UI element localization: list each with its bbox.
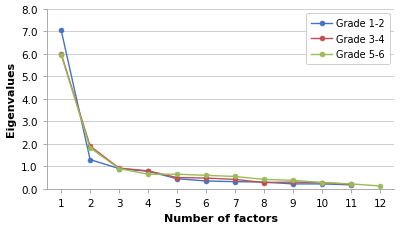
Grade 3-4 bbox=[262, 181, 266, 184]
Grade 3-4 bbox=[146, 170, 150, 172]
Legend: Grade 1-2, Grade 3-4, Grade 5-6: Grade 1-2, Grade 3-4, Grade 5-6 bbox=[306, 14, 390, 65]
Grade 5-6 bbox=[320, 181, 324, 184]
Grade 1-2 bbox=[117, 167, 122, 170]
Grade 5-6 bbox=[291, 179, 296, 182]
Grade 1-2 bbox=[88, 158, 92, 161]
Grade 3-4 bbox=[59, 53, 64, 56]
Grade 3-4 bbox=[88, 145, 92, 148]
Grade 1-2 bbox=[291, 183, 296, 185]
Grade 5-6 bbox=[59, 54, 64, 57]
Grade 1-2 bbox=[59, 30, 64, 32]
Grade 5-6 bbox=[262, 178, 266, 181]
Grade 5-6 bbox=[146, 173, 150, 176]
Grade 1-2 bbox=[262, 181, 266, 184]
Grade 3-4 bbox=[204, 177, 208, 180]
Grade 1-2 bbox=[175, 177, 180, 180]
Grade 5-6 bbox=[204, 174, 208, 177]
Line: Grade 3-4: Grade 3-4 bbox=[59, 52, 353, 187]
Line: Grade 1-2: Grade 1-2 bbox=[59, 28, 353, 187]
Grade 5-6 bbox=[175, 173, 180, 176]
Grade 3-4 bbox=[348, 183, 353, 186]
Line: Grade 5-6: Grade 5-6 bbox=[59, 53, 382, 188]
Grade 3-4 bbox=[320, 181, 324, 184]
Grade 1-2 bbox=[233, 180, 238, 183]
Grade 5-6 bbox=[378, 185, 382, 188]
Grade 3-4 bbox=[117, 167, 122, 170]
Grade 1-2 bbox=[348, 184, 353, 186]
Grade 3-4 bbox=[291, 181, 296, 184]
Grade 3-4 bbox=[175, 176, 180, 179]
Grade 5-6 bbox=[233, 175, 238, 178]
Y-axis label: Eigenvalues: Eigenvalues bbox=[6, 62, 16, 137]
Grade 1-2 bbox=[204, 180, 208, 183]
Grade 3-4 bbox=[233, 178, 238, 181]
Grade 1-2 bbox=[146, 170, 150, 173]
X-axis label: Number of factors: Number of factors bbox=[164, 213, 278, 224]
Grade 5-6 bbox=[88, 147, 92, 150]
Grade 5-6 bbox=[117, 167, 122, 170]
Grade 5-6 bbox=[348, 183, 353, 185]
Grade 1-2 bbox=[320, 183, 324, 185]
